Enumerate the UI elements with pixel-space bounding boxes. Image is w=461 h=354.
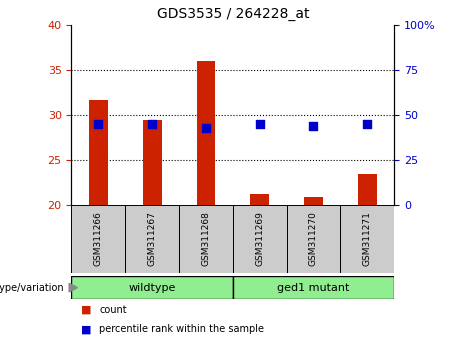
Bar [179, 205, 233, 273]
Text: GSM311271: GSM311271 [363, 211, 372, 267]
Point [364, 121, 371, 127]
Point [95, 121, 102, 127]
Bar [358, 174, 377, 205]
Polygon shape [69, 283, 77, 292]
Text: ■: ■ [81, 305, 91, 315]
Text: ■: ■ [81, 324, 91, 334]
Text: percentile rank within the sample: percentile rank within the sample [99, 324, 264, 334]
Point [310, 123, 317, 129]
Text: genotype/variation: genotype/variation [0, 282, 65, 293]
Title: GDS3535 / 264228_at: GDS3535 / 264228_at [157, 7, 309, 21]
Bar [143, 120, 161, 205]
Text: GSM311270: GSM311270 [309, 211, 318, 267]
Text: GSM311266: GSM311266 [94, 211, 103, 267]
Text: GSM311267: GSM311267 [148, 211, 157, 267]
Text: wildtype: wildtype [129, 282, 176, 293]
Bar [125, 205, 179, 273]
Text: count: count [99, 305, 127, 315]
Bar [196, 61, 215, 205]
Bar [287, 205, 340, 273]
Point [148, 121, 156, 127]
Bar [250, 194, 269, 205]
Bar [71, 276, 233, 299]
Bar [304, 197, 323, 205]
Text: GSM311268: GSM311268 [201, 211, 210, 267]
Bar [89, 100, 108, 205]
Bar [233, 205, 287, 273]
Point [202, 125, 210, 131]
Bar [233, 276, 394, 299]
Text: ged1 mutant: ged1 mutant [278, 282, 349, 293]
Bar [71, 205, 125, 273]
Text: GSM311269: GSM311269 [255, 211, 264, 267]
Point [256, 121, 263, 127]
Bar [340, 205, 394, 273]
